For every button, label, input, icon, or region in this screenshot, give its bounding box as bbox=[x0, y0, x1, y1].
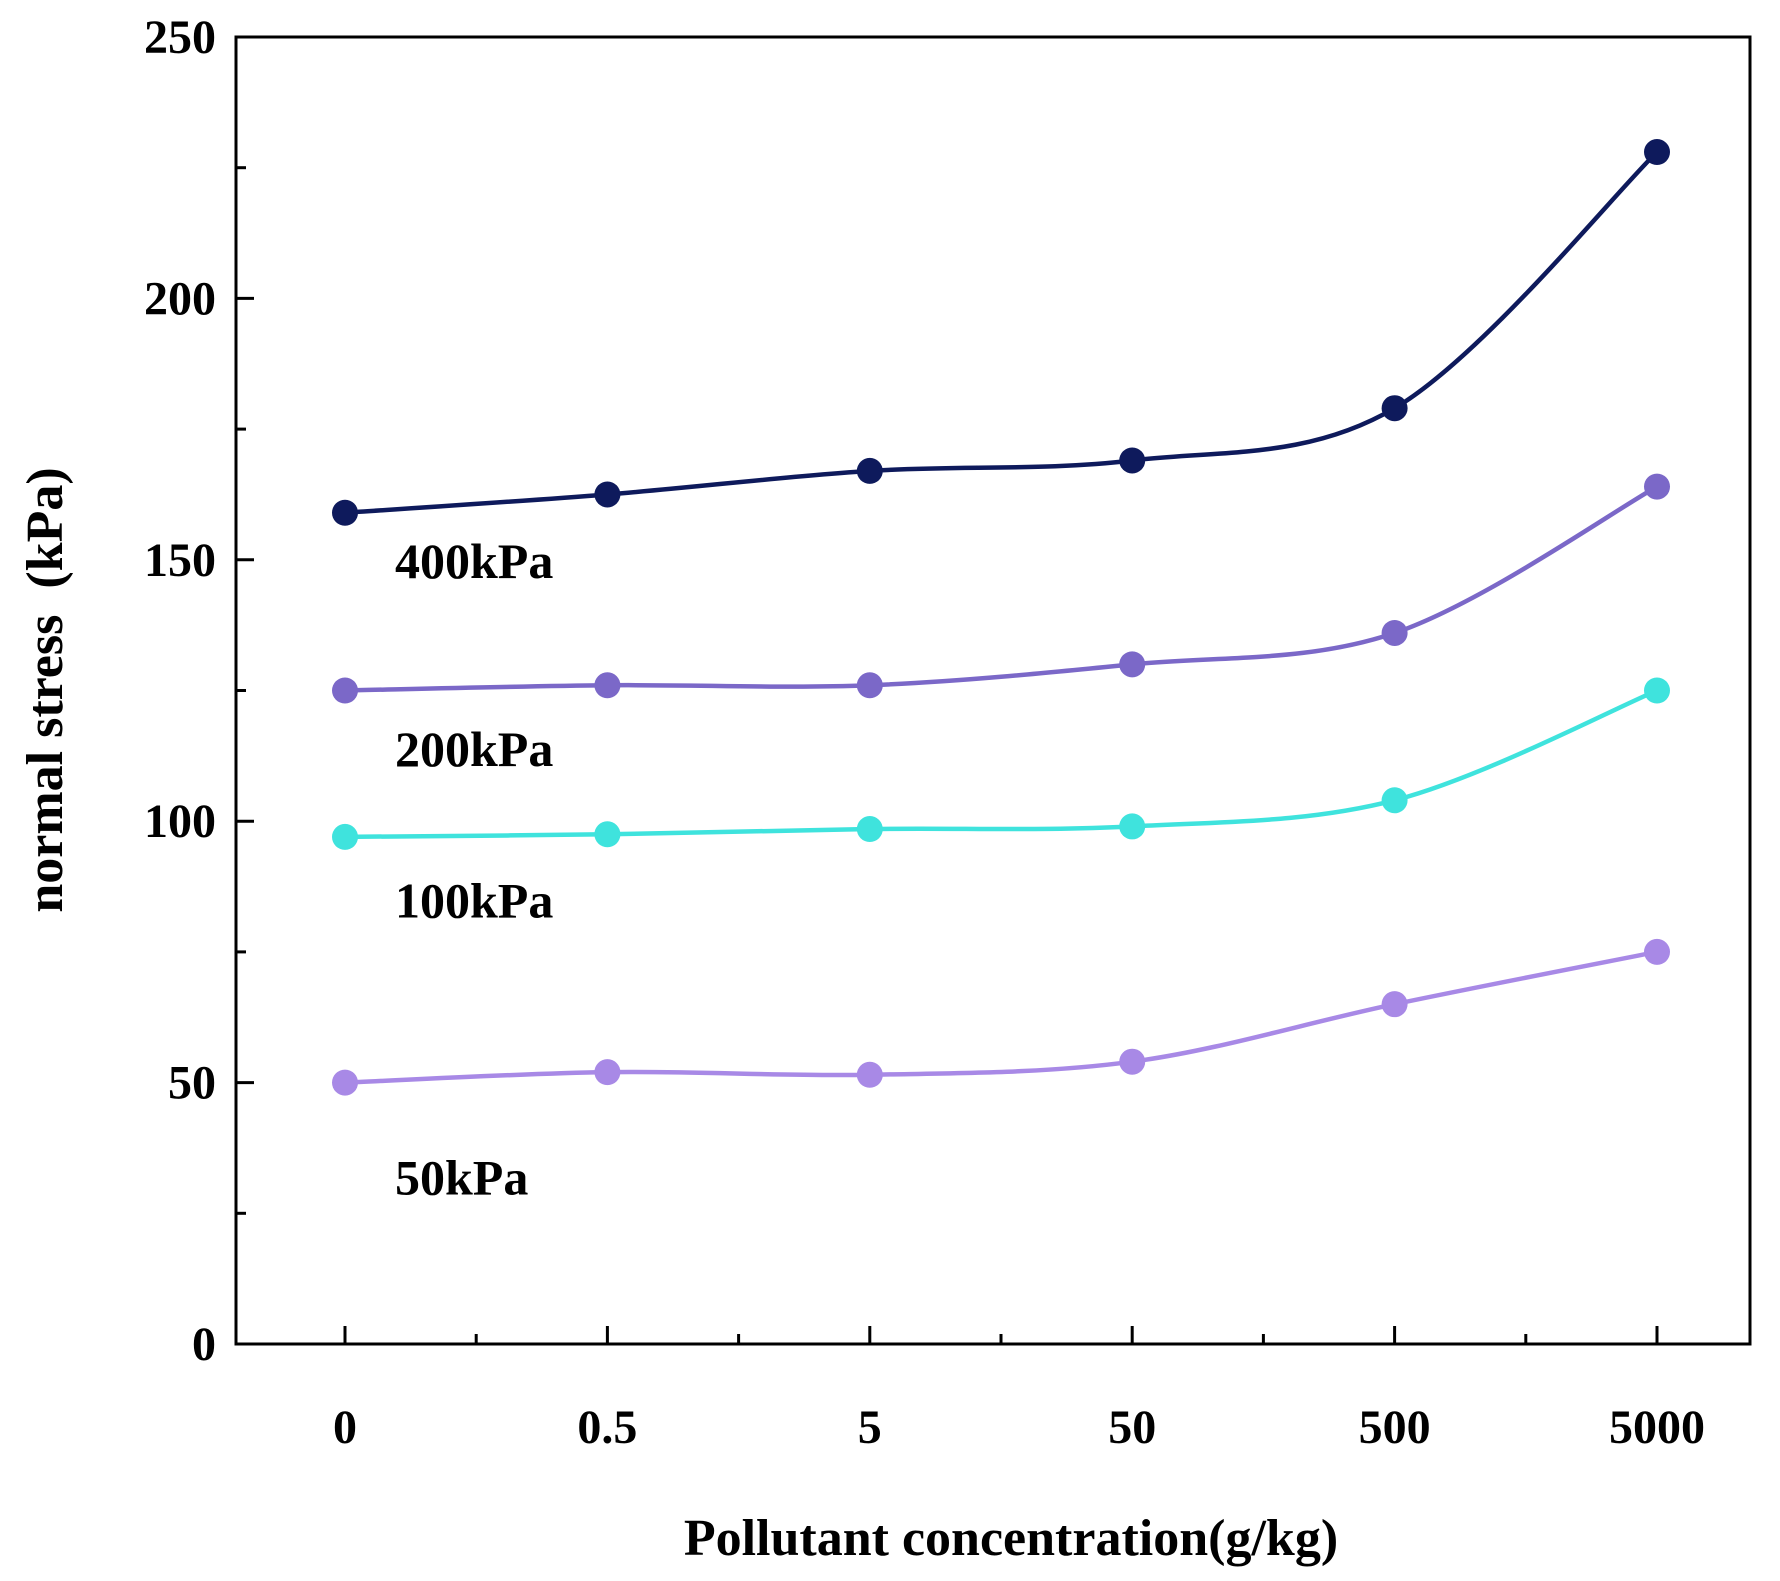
y-axis-title: normal stress (kPa) bbox=[17, 467, 74, 912]
x-tick-label: 50 bbox=[1108, 1401, 1156, 1454]
data-point-400kPa bbox=[1381, 395, 1408, 422]
y-tick-label: 200 bbox=[144, 272, 216, 325]
series-line-200kPa bbox=[342, 484, 1660, 693]
data-point-200kPa bbox=[1119, 651, 1146, 678]
y-tick-label: 100 bbox=[144, 795, 216, 848]
series-label-400kPa: 400kPa bbox=[395, 533, 553, 589]
data-point-400kPa bbox=[594, 481, 621, 508]
x-tick-label: 0.5 bbox=[577, 1401, 637, 1454]
y-axis-ticks: 0 50 100 150 200 250 bbox=[144, 11, 254, 1371]
x-tick-label: 5000 bbox=[1609, 1401, 1705, 1454]
data-point-100kPa bbox=[856, 816, 883, 843]
x-tick-label: 5 bbox=[858, 1401, 882, 1454]
data-point-50kPa bbox=[1381, 991, 1408, 1018]
x-tick-label: 0 bbox=[333, 1401, 357, 1454]
series-lines bbox=[342, 149, 1660, 1085]
data-point-50kPa bbox=[332, 1069, 358, 1096]
data-point-200kPa bbox=[1381, 619, 1408, 646]
y-tick-label: 0 bbox=[192, 1318, 216, 1371]
series-labels: 400kPa 200kPa 100kPa 50kPa bbox=[395, 533, 553, 1206]
series-points bbox=[332, 139, 1670, 1096]
data-point-200kPa bbox=[594, 672, 621, 699]
data-point-50kPa bbox=[856, 1061, 883, 1088]
data-point-400kPa bbox=[1119, 447, 1146, 474]
series-line-400kPa bbox=[342, 149, 1660, 515]
data-point-400kPa bbox=[332, 499, 358, 526]
data-point-50kPa bbox=[1119, 1048, 1146, 1075]
plot-frame bbox=[234, 35, 1752, 1346]
data-point-100kPa bbox=[1119, 813, 1146, 840]
data-point-100kPa bbox=[1644, 677, 1670, 704]
y-tick-label: 250 bbox=[144, 11, 216, 64]
data-point-200kPa bbox=[856, 672, 883, 699]
data-point-200kPa bbox=[332, 677, 358, 704]
data-point-200kPa bbox=[1644, 473, 1670, 500]
series-label-50kPa: 50kPa bbox=[395, 1150, 528, 1206]
data-point-100kPa bbox=[332, 823, 358, 850]
series-line-100kPa bbox=[342, 688, 1660, 840]
series-label-200kPa: 200kPa bbox=[395, 721, 553, 777]
data-point-100kPa bbox=[594, 821, 621, 848]
series-label-100kPa: 100kPa bbox=[395, 873, 553, 929]
y-tick-label: 50 bbox=[168, 1057, 216, 1110]
x-axis-ticks: 0 0.5 5 50 500 5000 bbox=[333, 1326, 1705, 1454]
x-tick-label: 500 bbox=[1359, 1401, 1431, 1454]
y-tick-label: 150 bbox=[144, 534, 216, 587]
data-point-100kPa bbox=[1381, 787, 1408, 814]
data-point-400kPa bbox=[1644, 139, 1670, 166]
data-point-50kPa bbox=[594, 1059, 621, 1086]
x-axis-title: Pollutant concentration(g/kg) bbox=[684, 1510, 1338, 1567]
data-point-50kPa bbox=[1644, 938, 1670, 965]
series-line-50kPa bbox=[342, 949, 1660, 1085]
data-point-400kPa bbox=[856, 457, 883, 484]
